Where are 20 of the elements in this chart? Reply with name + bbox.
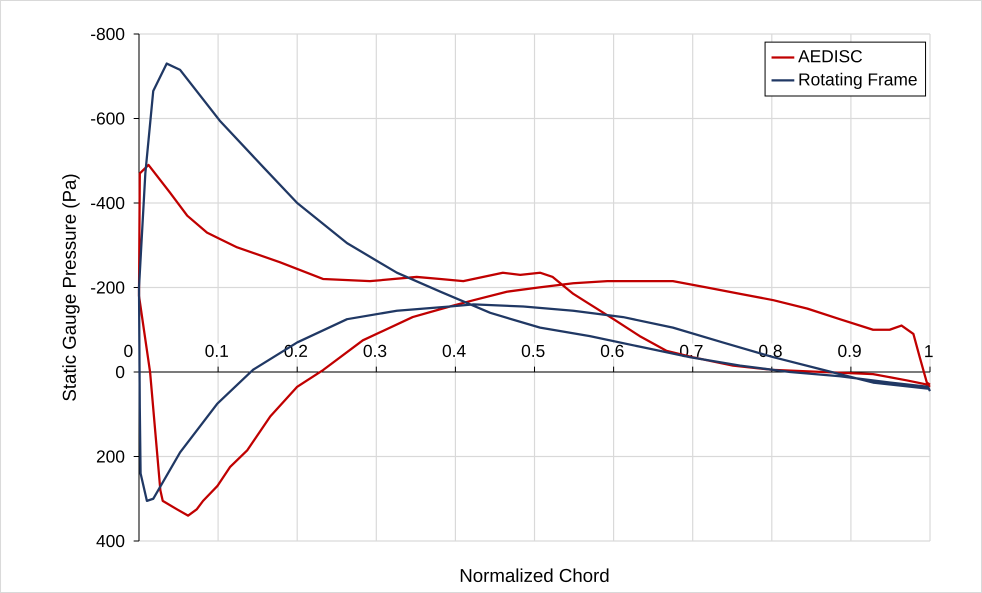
y-tick-label: 400 [96, 534, 124, 548]
x-tick-label: 0 [124, 344, 132, 358]
y-tick-label: -600 [91, 112, 124, 125]
y-axis-title: Static Gauge Pressure (Pa) [62, 174, 80, 401]
x-tick-label: 0.9 [838, 344, 861, 358]
x-tick-label: 0.3 [364, 344, 386, 358]
y-tick-label: -800 [91, 28, 124, 40]
x-tick-label: 0.5 [522, 344, 544, 358]
x-tick-label: 1 [925, 345, 933, 358]
legend-label: Rotating Frame [800, 72, 917, 89]
line-series [138, 62, 932, 502]
y-tick-label: 200 [96, 450, 124, 463]
legend-label: AEDISC [798, 50, 862, 62]
x-tick-label: 0.1 [205, 344, 228, 358]
y-tick-label: 0 [116, 366, 124, 378]
x-axis-title: Normalized Chord [460, 568, 608, 582]
y-tick-label: -200 [91, 281, 124, 294]
x-tick-label: 0.6 [600, 344, 624, 358]
y-tick-label: -400 [91, 196, 124, 210]
x-tick-label: 0.4 [442, 344, 466, 358]
